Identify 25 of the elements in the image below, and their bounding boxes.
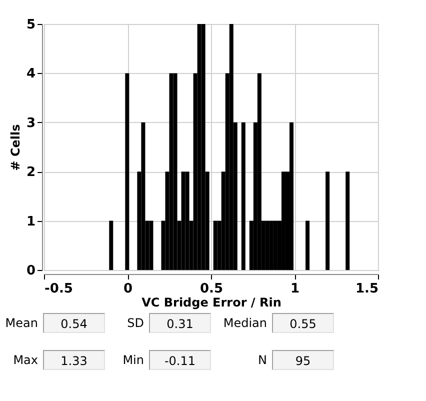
y-tick-label: 3 [26, 116, 36, 131]
text: SD [126, 315, 144, 332]
y-tick-label: 5 [26, 18, 36, 32]
y-tick-label: 0 [26, 264, 36, 278]
y-tick-label: 1 [26, 214, 36, 230]
text-field: 0.55 [272, 313, 334, 333]
y-tick-label: 2 [26, 165, 36, 180]
text-field: 1.33 [43, 350, 105, 370]
text-field: 95 [272, 350, 334, 370]
text: Max [12, 352, 38, 369]
text-field: 0.31 [149, 313, 211, 333]
text-field: 0.54 [43, 313, 105, 333]
text-field: -0.11 [149, 350, 211, 370]
x-axis-title: VC Bridge Error / Rin [142, 296, 282, 310]
y-tick-label: 4 [26, 66, 36, 82]
x-tick-label: 1.5 [355, 282, 378, 296]
y-axis-title: # Cells [8, 124, 22, 171]
text: Min [122, 352, 144, 369]
text: Median [222, 315, 267, 332]
x-tick-label: 0 [123, 282, 133, 296]
text: N [257, 352, 267, 369]
text: Mean [4, 315, 38, 332]
x-tick-label: 1 [290, 282, 300, 296]
x-tick-label: 0.5 [200, 282, 224, 296]
x-tick-label: -0.5 [44, 282, 73, 296]
